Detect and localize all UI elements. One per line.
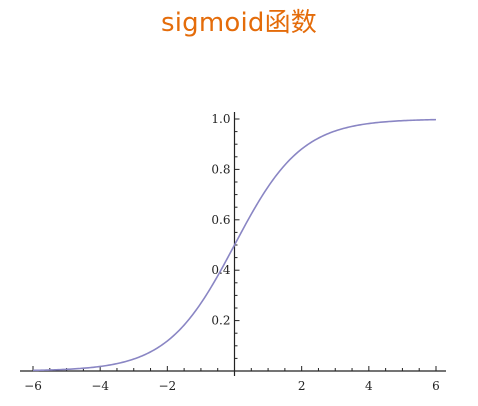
- sigmoid-curve: [32, 118, 437, 372]
- axes: [20, 112, 446, 376]
- x-tick-label: 2: [298, 379, 306, 393]
- y-tick-label: 0.8: [211, 162, 230, 176]
- y-tick-label: 1.0: [211, 112, 230, 126]
- ticks: [32, 118, 437, 371]
- curves: [32, 118, 437, 372]
- y-tick-label: 0.2: [211, 314, 230, 328]
- x-tick-label: −6: [24, 379, 42, 393]
- page-title: sigmoid函数: [160, 8, 318, 38]
- x-tick-label: 6: [432, 379, 440, 393]
- x-tick-label: 4: [365, 379, 373, 393]
- x-tick-label: −2: [158, 379, 176, 393]
- y-tick-label: 0.6: [211, 213, 230, 227]
- x-tick-label: −4: [91, 379, 109, 393]
- tick-labels: −6 −4 −2 2 4 60.20.40.60.81.0: [24, 112, 440, 393]
